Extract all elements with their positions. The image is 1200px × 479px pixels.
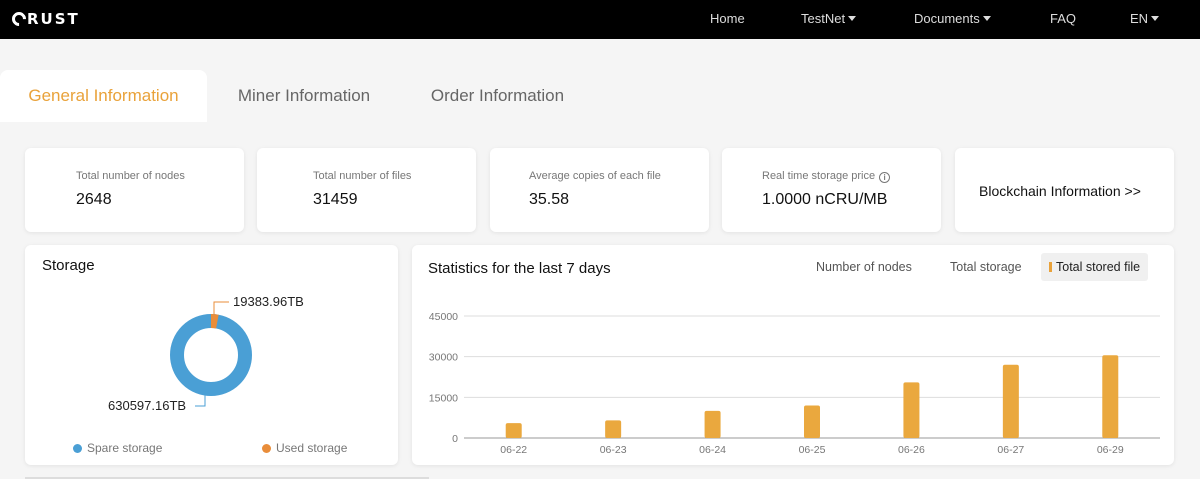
nav-documents[interactable]: Documents bbox=[914, 11, 991, 26]
storage-title: Storage bbox=[42, 257, 95, 274]
legend-used-storage[interactable]: Used storage bbox=[262, 441, 347, 455]
stat-label: Real time storage price i bbox=[762, 170, 891, 183]
bar-06-22 bbox=[505, 423, 522, 438]
x-tick-label: 06-29 bbox=[1097, 444, 1124, 456]
x-tick-label: 06-27 bbox=[997, 444, 1024, 456]
stat-label: Total number of files bbox=[313, 170, 412, 182]
x-tick-label: 06-22 bbox=[500, 444, 527, 456]
bar-06-26 bbox=[903, 382, 920, 438]
tab-general-information[interactable]: General Information bbox=[0, 70, 207, 122]
bar-06-24 bbox=[704, 410, 721, 438]
active-swatch-icon bbox=[1049, 262, 1052, 272]
donut-slice-used bbox=[170, 314, 252, 396]
stat-card-nodes: Total number of nodes 2648 bbox=[25, 148, 244, 232]
x-tick-label: 06-25 bbox=[799, 444, 826, 456]
y-tick-label: 15000 bbox=[429, 392, 458, 404]
nav-testnet[interactable]: TestNet bbox=[801, 11, 857, 26]
top-navbar: RUST Home TestNet Documents FAQ EN bbox=[0, 0, 1200, 39]
spare-storage-value: 630597.16TB bbox=[108, 398, 187, 413]
nav-faq[interactable]: FAQ bbox=[1050, 11, 1077, 26]
logo-c-icon bbox=[9, 9, 29, 29]
stat-value: 35.58 bbox=[529, 191, 570, 208]
bar-06-27 bbox=[1002, 364, 1019, 438]
legend-dot-icon bbox=[73, 443, 82, 453]
tab-miner-information[interactable]: Miner Information bbox=[237, 86, 371, 105]
nav-home[interactable]: Home bbox=[710, 11, 745, 26]
blockchain-info-card[interactable]: Blockchain Information >> bbox=[955, 148, 1174, 232]
storage-donut-chart bbox=[170, 301, 252, 407]
x-tick-label: 06-24 bbox=[699, 444, 726, 456]
chevron-down-icon bbox=[1151, 16, 1160, 21]
used-storage-value: 19383.96TB bbox=[233, 294, 304, 309]
stat-card-copies: Average copies of each file 35.58 bbox=[490, 148, 709, 232]
x-tick-label: 06-26 bbox=[898, 444, 925, 456]
bar-06-29 bbox=[1102, 355, 1119, 438]
stat-value: 1.0000 nCRU/MB bbox=[762, 191, 888, 208]
filter-total-stored-file[interactable]: Total stored file bbox=[1041, 253, 1149, 281]
legend-spare-storage[interactable]: Spare storage bbox=[73, 441, 162, 455]
logo-text: RUST bbox=[27, 10, 80, 28]
spare-leader-line bbox=[195, 391, 206, 407]
y-tick-label: 45000 bbox=[429, 311, 458, 323]
chevron-down-icon bbox=[848, 16, 857, 21]
stored-file-bar-chart: 0 15000 30000 45000 06-22 06-23 06-24 06-25 06-2… bbox=[429, 311, 1160, 456]
crust-logo[interactable]: RUST bbox=[9, 8, 80, 30]
donut-slice-spare bbox=[170, 314, 252, 396]
divider bbox=[25, 477, 429, 479]
stat-value: 31459 bbox=[313, 191, 358, 208]
bar-06-25 bbox=[804, 405, 820, 438]
filter-number-of-nodes[interactable]: Number of nodes bbox=[816, 260, 912, 274]
stat-label: Average copies of each file bbox=[529, 170, 661, 182]
chevron-down-icon bbox=[982, 16, 991, 21]
y-tick-label: 30000 bbox=[429, 352, 458, 364]
stat-label: Total number of nodes bbox=[76, 170, 185, 182]
nav-language[interactable]: EN bbox=[1130, 11, 1160, 26]
statistics-title: Statistics for the last 7 days bbox=[428, 260, 611, 277]
tab-order-information[interactable]: Order Information bbox=[430, 86, 565, 105]
stat-value: 2648 bbox=[76, 191, 112, 208]
legend-dot-icon bbox=[262, 443, 271, 453]
x-tick-label: 06-23 bbox=[600, 444, 627, 456]
info-icon[interactable]: i bbox=[879, 172, 891, 183]
blockchain-info-link[interactable]: Blockchain Information >> bbox=[979, 183, 1141, 199]
stat-card-price: Real time storage price i 1.0000 nCRU/MB bbox=[722, 148, 941, 232]
bar-06-23 bbox=[605, 420, 622, 438]
storage-panel: Storage 19383.96TB 630597.16TB Spare sto… bbox=[25, 245, 398, 465]
stat-card-files: Total number of files 31459 bbox=[257, 148, 476, 232]
y-tick-label: 0 bbox=[452, 433, 458, 445]
used-leader-line bbox=[213, 301, 229, 314]
filter-total-storage[interactable]: Total storage bbox=[950, 260, 1022, 274]
statistics-panel: Statistics for the last 7 days Number of… bbox=[412, 245, 1174, 465]
